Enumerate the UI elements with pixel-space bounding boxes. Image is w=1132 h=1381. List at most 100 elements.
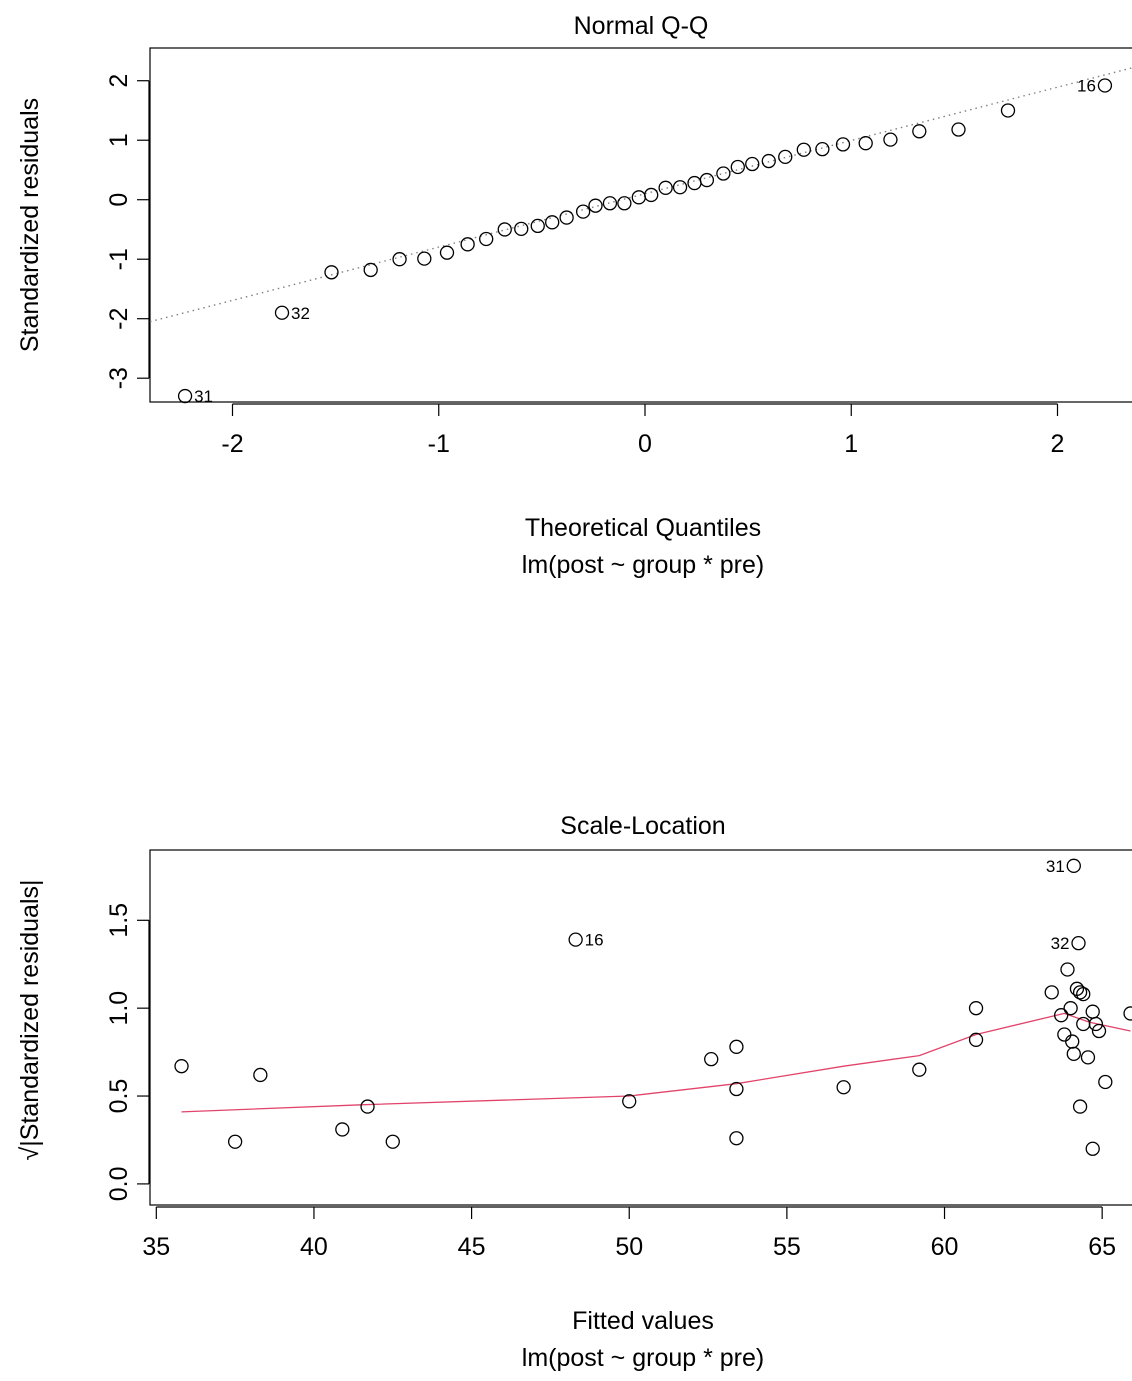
qq-point [912, 124, 927, 139]
sl-y-tick-label: 1.0 [105, 991, 133, 1026]
qq-x-tick-label: 2 [1051, 430, 1065, 458]
sl-point [1071, 935, 1086, 951]
sl-y-axis: 0.0 0.5 1.0 1.5 [105, 903, 150, 1202]
qq-point [672, 180, 688, 195]
qq-point [951, 122, 966, 137]
qq-point [559, 210, 574, 225]
sl-point [968, 1001, 984, 1016]
sl-point [912, 1062, 927, 1077]
qq-point [761, 153, 776, 169]
qq-point [417, 251, 432, 266]
sl-points: 16 31 32 [174, 857, 1132, 1156]
sl-point [227, 1134, 243, 1149]
qq-point [177, 388, 193, 404]
sl-point [568, 932, 583, 947]
sl-point [1054, 1008, 1069, 1023]
qq-point [575, 204, 591, 219]
qq-point [1097, 78, 1113, 93]
sl-point [1072, 985, 1088, 1000]
qq-point [530, 218, 545, 234]
sl-point [385, 1134, 400, 1149]
sl-point [1080, 1050, 1096, 1065]
qq-point [730, 159, 745, 175]
sl-point [729, 1039, 744, 1054]
qq-x-tick-label: 0 [638, 430, 652, 458]
qq-y-tick-label: 0 [105, 193, 133, 207]
qq-point [883, 132, 898, 147]
qq-x-tick-label: -2 [221, 430, 243, 458]
qq-point [631, 190, 646, 205]
sl-x-axis: 35 40 45 50 55 60 65 [142, 1206, 1116, 1261]
qq-point [617, 196, 632, 211]
qq-y-tick-label: -1 [105, 248, 133, 270]
sl-point [1098, 1074, 1113, 1090]
qq-point [497, 222, 512, 237]
qq-point [745, 156, 760, 172]
qq-point [815, 141, 830, 157]
sl-y-tick-label: 0.5 [105, 1079, 133, 1114]
qq-point [363, 262, 378, 278]
sl-point-label: 32 [1051, 934, 1070, 953]
sl-y-tick-label: 1.5 [105, 903, 133, 938]
qq-point [479, 231, 494, 247]
qq-point-label: 31 [194, 387, 213, 406]
sl-x-tick-label: 55 [773, 1233, 801, 1261]
qq-point [324, 265, 339, 280]
sl-x-tick-label: 65 [1088, 1233, 1116, 1261]
qq-panel: Normal Q-Q 31 32 16 -2 -1 0 1 2 -3 -2 -1 0 1 2 Theo… [16, 12, 1132, 579]
sl-point [1065, 1034, 1080, 1049]
qq-points: 31 32 16 [177, 76, 1113, 406]
qq-point [439, 245, 455, 260]
qq-point [644, 187, 659, 203]
qq-point [602, 196, 618, 211]
qq-x-tick-label: -1 [428, 430, 450, 458]
sl-x-tick-label: 35 [142, 1233, 170, 1261]
qq-point [274, 305, 290, 320]
sl-x-axis-label: Fitted values [572, 1307, 714, 1335]
qq-point [778, 149, 793, 165]
sl-point [1091, 1023, 1107, 1039]
sl-point [622, 1094, 637, 1109]
qq-point [392, 252, 407, 267]
scale-location-panel: Scale-Location 16 31 32 35 40 45 50 55 60 65 0.0… [16, 812, 1132, 1372]
sl-point [1066, 858, 1081, 873]
sl-point [704, 1051, 719, 1067]
sl-title: Scale-Location [560, 812, 725, 840]
qq-point [858, 136, 873, 151]
qq-point [1000, 103, 1016, 118]
qq-x-axis-label: Theoretical Quantiles [525, 514, 761, 542]
sl-point [729, 1131, 744, 1146]
sl-point [1066, 1046, 1081, 1062]
sl-point [335, 1122, 350, 1137]
sl-x-tick-label: 45 [458, 1233, 486, 1261]
sl-point [1072, 1099, 1088, 1114]
sl-smoother [181, 1012, 1131, 1113]
qq-plot-frame [149, 47, 1132, 403]
sl-point [1085, 1004, 1100, 1019]
sl-y-axis-label: √|Standardized residuals| [16, 879, 44, 1160]
qq-point [460, 237, 475, 252]
sl-point [729, 1081, 744, 1097]
qq-point [699, 172, 715, 188]
qq-y-axis: -3 -2 -1 0 1 2 [105, 74, 150, 389]
sl-point-label: 16 [585, 931, 604, 950]
qq-point [514, 221, 529, 237]
sl-point [836, 1080, 851, 1095]
sl-x-tick-label: 50 [615, 1233, 643, 1261]
sl-x-tick-label: 40 [300, 1233, 328, 1261]
qq-point-label: 32 [291, 304, 310, 323]
sl-model-formula: lm(post ~ group * pre) [522, 1344, 764, 1372]
qq-point-label: 16 [1077, 76, 1096, 95]
sl-point [1063, 1001, 1078, 1016]
qq-x-axis: -2 -1 0 1 2 [221, 403, 1065, 458]
sl-y-tick-label: 0.0 [105, 1167, 133, 1202]
sl-point [1088, 1016, 1104, 1032]
sl-point [1123, 1006, 1132, 1021]
qq-reference-dotted-line [149, 67, 1132, 323]
sl-point [174, 1059, 189, 1074]
qq-point [716, 166, 731, 181]
qq-y-tick-label: -3 [105, 367, 133, 389]
sl-point-label: 31 [1046, 857, 1065, 876]
sl-point [968, 1032, 984, 1047]
